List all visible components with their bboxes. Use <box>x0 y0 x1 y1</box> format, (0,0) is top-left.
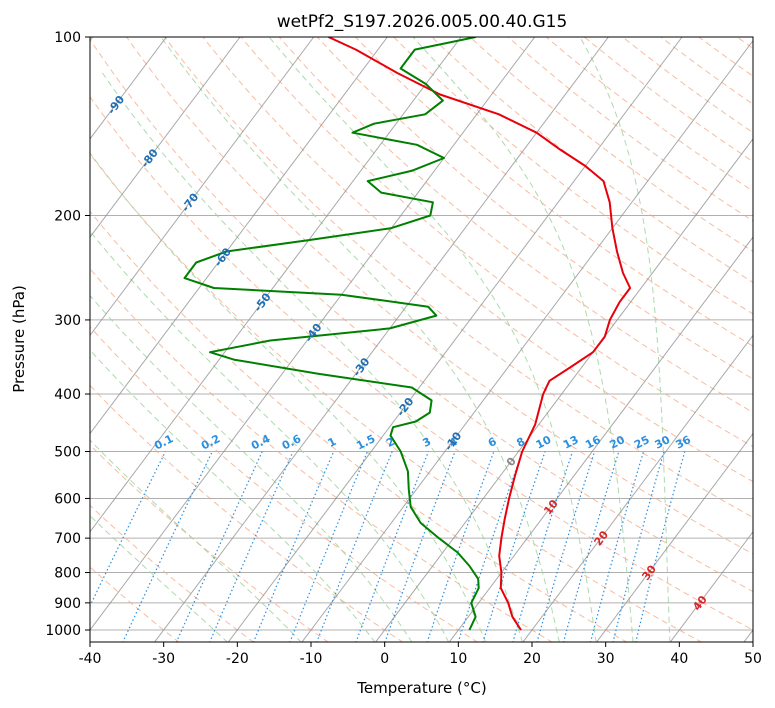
y-tick-label: 100 <box>54 30 81 46</box>
isotherm-line <box>154 37 609 642</box>
y-tick-label: 900 <box>54 596 81 612</box>
dry-adiabat-line <box>431 37 753 283</box>
x-tick-label: 50 <box>744 651 762 667</box>
isotherm-line <box>669 530 753 642</box>
chart-title: wetPf2_S197.2026.005.00.40.G15 <box>277 12 568 32</box>
background-lines <box>90 37 753 642</box>
mixing-ratio-line <box>536 451 596 642</box>
mixing-ratio-label: 20 <box>607 433 627 452</box>
dry-adiabat-line <box>393 37 753 315</box>
x-tick-label: 0 <box>380 651 389 667</box>
isotherm-line <box>90 37 241 238</box>
y-tick-label: 300 <box>54 313 81 329</box>
plot-frame <box>89 36 754 643</box>
x-axis-title: Temperature (°C) <box>356 679 486 697</box>
x-tick-label: -30 <box>152 651 175 667</box>
dry-adiabat-line <box>90 210 628 642</box>
moist-adiabat-line <box>160 37 560 642</box>
x-tick-label: 10 <box>449 651 467 667</box>
mixing-ratio-line <box>209 451 294 642</box>
dry-adiabat-line <box>90 268 553 642</box>
dry-adiabat-line <box>90 38 753 593</box>
mixing-ratio-line <box>122 451 213 642</box>
mixing-ratio-line <box>457 451 523 642</box>
mixing-ratio-label: 13 <box>561 433 581 452</box>
isotherm-line <box>596 432 753 642</box>
isotherm-line <box>90 37 388 435</box>
y-tick-label: 400 <box>54 387 81 403</box>
y-tick-label: 700 <box>54 531 81 547</box>
dry-adiabat-line <box>240 37 753 448</box>
dewpoint-profile-line <box>183 37 480 631</box>
mixing-ratio-line <box>90 451 166 608</box>
mixing-ratio-label: 36 <box>673 433 693 452</box>
moist-adiabat-line <box>268 37 597 642</box>
dry-adiabat-line <box>126 37 753 555</box>
x-tick-label: -20 <box>226 651 249 667</box>
moist-adiabat-line <box>579 37 671 642</box>
dry-adiabat-line <box>90 153 703 642</box>
mixing-ratio-line <box>175 451 263 642</box>
mixing-ratio-line <box>589 451 645 642</box>
y-tick-label: 1000 <box>45 623 81 639</box>
isotherm-line <box>301 39 753 642</box>
mixing-ratio-label: 16 <box>583 433 603 452</box>
dry-adiabat-line <box>164 37 753 518</box>
temperature-profile-line <box>328 37 632 631</box>
mixing-ratio-line <box>426 451 495 642</box>
mixing-ratio-label: 10 <box>534 433 554 452</box>
mixing-ratio-line <box>612 451 665 642</box>
isotherm-line <box>90 37 536 631</box>
mixing-ratio-line <box>512 451 574 642</box>
mixing-ratio-line <box>562 451 620 642</box>
moist-adiabat-line <box>102 72 523 642</box>
dry-adiabat-line <box>90 504 255 642</box>
isotherm-line <box>90 37 167 140</box>
isotherm-line <box>90 37 315 337</box>
dry-adiabat-line <box>90 384 404 642</box>
mixing-ratio-line <box>482 451 546 642</box>
dry-adiabat-line <box>355 37 753 347</box>
axes: -40 -30 -20 -10 0 10 20 30 40 50 100 200 300 400 500 60… <box>45 30 762 667</box>
dry-adiabat-line <box>316 37 753 380</box>
y-tick-label: 500 <box>54 444 81 460</box>
moist-adiabat-line <box>90 152 487 642</box>
x-tick-label: 20 <box>523 651 541 667</box>
mixing-ratio-label: 30 <box>653 433 673 452</box>
y-tick-label: 200 <box>54 209 81 225</box>
y-axis-title: Pressure (hPa) <box>10 285 28 393</box>
dry-adiabat-line <box>469 37 753 252</box>
y-tick-label: 800 <box>54 566 81 582</box>
profile-lines <box>183 37 632 631</box>
moist-adiabat-line <box>90 294 413 642</box>
dry-adiabat-line <box>90 96 753 631</box>
x-tick-label: -10 <box>300 651 323 667</box>
isotherm-line <box>448 236 753 642</box>
moist-adiabat-line <box>90 349 376 642</box>
dry-adiabat-line <box>507 37 753 222</box>
x-tick-label: 30 <box>597 651 615 667</box>
x-tick-label: 40 <box>670 651 688 667</box>
moist-adiabat-line <box>412 37 634 642</box>
isotherm-line <box>522 334 753 642</box>
y-tick-label: 600 <box>54 491 81 507</box>
mixing-ratio-line <box>252 451 335 642</box>
x-tick-label: -40 <box>79 651 102 667</box>
isotherm-line <box>227 37 683 642</box>
moist-adiabat-line <box>90 230 450 642</box>
mixing-ratio-line <box>635 451 686 642</box>
dry-adiabat-line <box>90 326 479 642</box>
mixing-ratio-label: 25 <box>632 433 652 452</box>
